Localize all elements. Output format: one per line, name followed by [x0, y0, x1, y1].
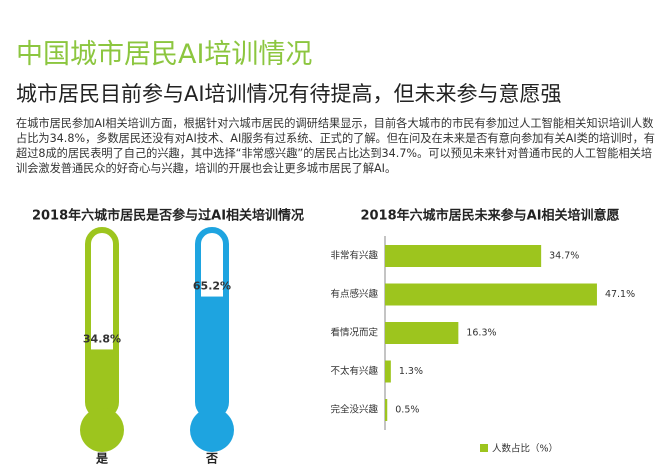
- legend-label: 人数占比（%）: [492, 443, 558, 455]
- page-subtitle: 城市居民目前参与AI培训情况有待提高，但未来参与意愿强: [16, 82, 562, 106]
- thermo-fill: [91, 349, 113, 414]
- category-label: 是: [95, 452, 109, 466]
- bar: [385, 245, 542, 267]
- value-label: 65.2%: [193, 280, 231, 293]
- legend-swatch: [480, 444, 488, 452]
- thermo-bulb: [80, 408, 124, 452]
- value-label: 16.3%: [466, 328, 496, 339]
- chart-title: 2018年六城市居民未来参与AI相关培训意愿: [360, 208, 619, 224]
- value-label: 1.3%: [399, 366, 423, 377]
- bar: [385, 360, 391, 383]
- category-label: 不太有兴趣: [330, 365, 378, 377]
- thermo-bulb: [190, 408, 234, 452]
- value-label: 34.8%: [83, 332, 121, 345]
- bar: [385, 322, 459, 344]
- category-label: 完全没兴趣: [330, 404, 378, 416]
- category-label: 非常有兴趣: [330, 250, 378, 262]
- chart-title: 2018年六城市居民是否参与过AI相关培训情况: [32, 208, 304, 224]
- page-title: 中国城市居民AI培训情况: [16, 39, 313, 70]
- paragraph: 在城市居民参加AI相关培训方面，根据针对六城市居民的调研结果显示，目前各大城市的…: [16, 117, 655, 175]
- thermo-fill: [201, 296, 223, 414]
- category-label: 否: [205, 452, 218, 466]
- bar: [385, 399, 388, 421]
- category-label: 看情况而定: [330, 327, 378, 339]
- category-label: 有点感兴趣: [330, 288, 378, 300]
- bar: [385, 283, 597, 306]
- value-label: 0.5%: [395, 405, 419, 416]
- value-label: 47.1%: [605, 289, 635, 300]
- value-label: 34.7%: [549, 251, 579, 262]
